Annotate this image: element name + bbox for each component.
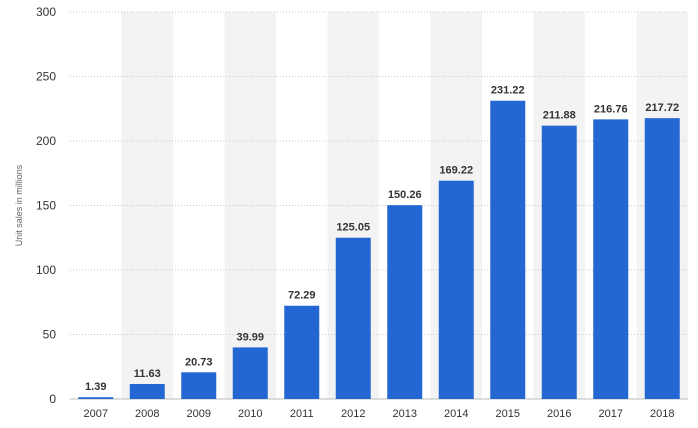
x-tick-label: 2012 — [341, 408, 365, 420]
x-tick-label: 2011 — [290, 408, 314, 420]
bar — [541, 125, 577, 399]
x-tick-label: 2016 — [547, 408, 571, 420]
data-label: 11.63 — [134, 368, 161, 380]
background-band — [121, 12, 173, 399]
data-label: 125.05 — [336, 222, 370, 234]
x-tick-label: 2007 — [84, 408, 108, 420]
x-tick-label: 2010 — [238, 408, 262, 420]
y-axis-label: Unit sales in millions — [14, 164, 24, 246]
bar — [335, 237, 371, 399]
data-label: 217.72 — [645, 102, 679, 114]
bar — [593, 119, 629, 399]
x-tick-label: 2015 — [496, 408, 520, 420]
data-label: 216.76 — [594, 103, 628, 115]
data-label: 72.29 — [288, 290, 316, 302]
bar — [644, 118, 680, 399]
data-label: 20.73 — [185, 356, 213, 368]
x-axis-ticks: 2007 2008 2009 2010 2011 2012 2013 2014 2015 2016… — [84, 408, 675, 420]
x-tick-label: 2008 — [135, 408, 159, 420]
y-tick-label: 150 — [36, 199, 56, 213]
data-label: 169.22 — [439, 165, 473, 177]
data-label: 231.22 — [491, 85, 525, 97]
bar — [284, 305, 320, 399]
y-tick-label: 100 — [36, 263, 56, 277]
bar — [78, 397, 114, 399]
y-tick-label: 200 — [36, 134, 56, 148]
x-tick-label: 2013 — [393, 408, 417, 420]
bars — [78, 100, 680, 399]
bar — [181, 372, 217, 399]
data-label: 150.26 — [388, 189, 422, 201]
bar — [129, 383, 165, 399]
x-tick-label: 2018 — [650, 408, 674, 420]
data-label: 211.88 — [543, 110, 576, 122]
y-tick-label: 250 — [36, 70, 56, 84]
data-label: 1.39 — [85, 381, 106, 393]
data-label: 39.99 — [236, 331, 264, 343]
bar — [387, 205, 423, 399]
y-tick-label: 50 — [43, 328, 57, 342]
bar — [232, 347, 268, 399]
y-axis-ticks: 0 50 100 150 200 250 300 — [36, 5, 56, 406]
bar — [490, 100, 526, 399]
data-labels: 1.39 11.63 20.73 39.99 72.29 125.05 150.26 169.… — [85, 85, 679, 393]
y-tick-label: 0 — [49, 392, 56, 406]
bar — [438, 180, 474, 399]
gridlines — [70, 11, 688, 400]
y-tick-label: 300 — [36, 5, 56, 19]
x-tick-label: 2014 — [444, 408, 468, 420]
x-tick-label: 2017 — [599, 408, 623, 420]
x-tick-label: 2009 — [187, 408, 211, 420]
